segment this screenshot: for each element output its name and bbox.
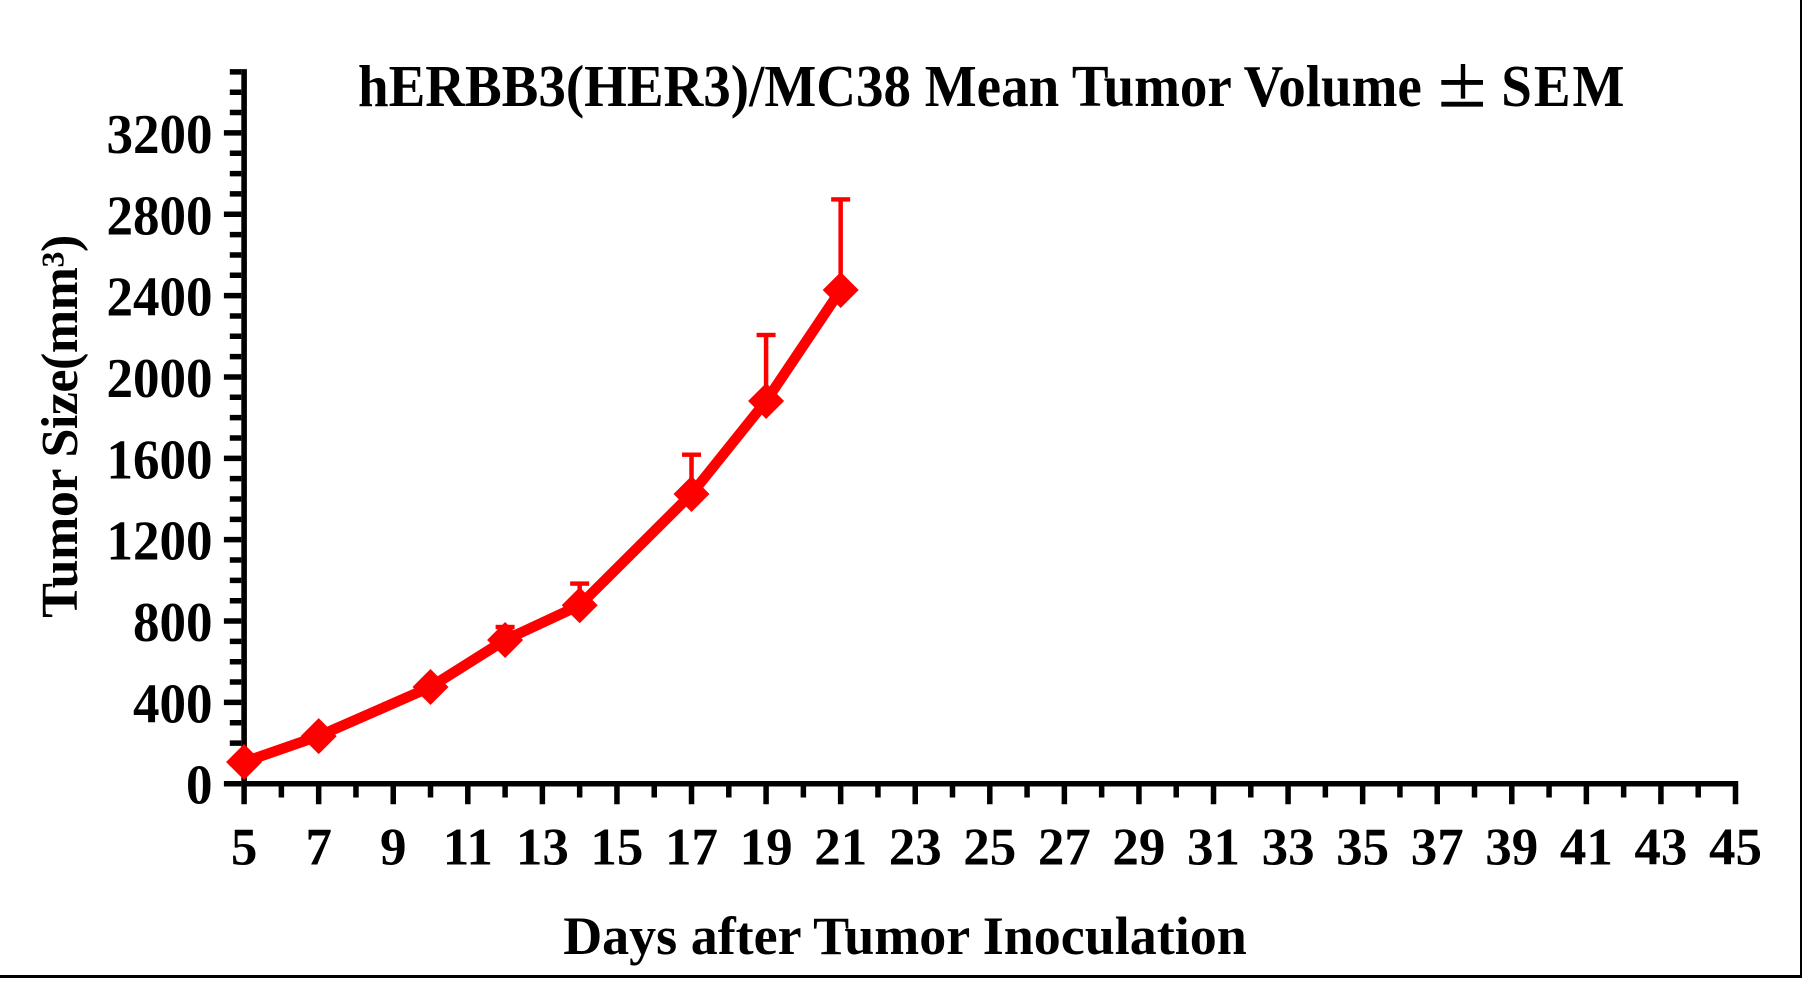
svg-text:Days after Tumor Inoculation: Days after Tumor Inoculation — [563, 906, 1247, 966]
svg-text:37: 37 — [1411, 819, 1464, 877]
svg-text:3200: 3200 — [107, 102, 213, 165]
svg-text:39: 39 — [1485, 819, 1538, 877]
svg-text:800: 800 — [133, 591, 213, 654]
svg-text:1200: 1200 — [107, 509, 213, 572]
svg-text:23: 23 — [889, 819, 942, 877]
svg-text:17: 17 — [665, 819, 718, 877]
svg-text:7: 7 — [305, 819, 332, 877]
svg-text:hERBB3(HER3)/MC38 Mean Tumor V: hERBB3(HER3)/MC38 Mean Tumor Volume — [358, 54, 1422, 119]
svg-text:2000: 2000 — [107, 347, 213, 410]
svg-text:45: 45 — [1709, 819, 1762, 877]
svg-text:5: 5 — [231, 819, 258, 877]
svg-text:33: 33 — [1262, 819, 1315, 877]
svg-text:43: 43 — [1634, 819, 1687, 877]
svg-text:0: 0 — [186, 753, 213, 816]
svg-text:9: 9 — [380, 819, 407, 877]
svg-text:2800: 2800 — [107, 184, 213, 247]
svg-text:Tumor Size(mm3): Tumor Size(mm3) — [32, 235, 89, 618]
svg-text:2400: 2400 — [107, 265, 213, 328]
svg-text:13: 13 — [516, 819, 569, 877]
svg-text:11: 11 — [443, 819, 493, 877]
svg-text:15: 15 — [590, 819, 643, 877]
svg-text:35: 35 — [1336, 819, 1389, 877]
svg-text:31: 31 — [1187, 819, 1240, 877]
svg-text:21: 21 — [814, 819, 867, 877]
svg-text:SEM: SEM — [1501, 54, 1626, 119]
svg-text:400: 400 — [133, 672, 213, 735]
svg-text:27: 27 — [1038, 819, 1091, 877]
svg-text:19: 19 — [740, 819, 793, 877]
svg-text:29: 29 — [1112, 819, 1165, 877]
svg-text:25: 25 — [963, 819, 1016, 877]
svg-text:41: 41 — [1560, 819, 1613, 877]
svg-text:1600: 1600 — [107, 428, 213, 491]
